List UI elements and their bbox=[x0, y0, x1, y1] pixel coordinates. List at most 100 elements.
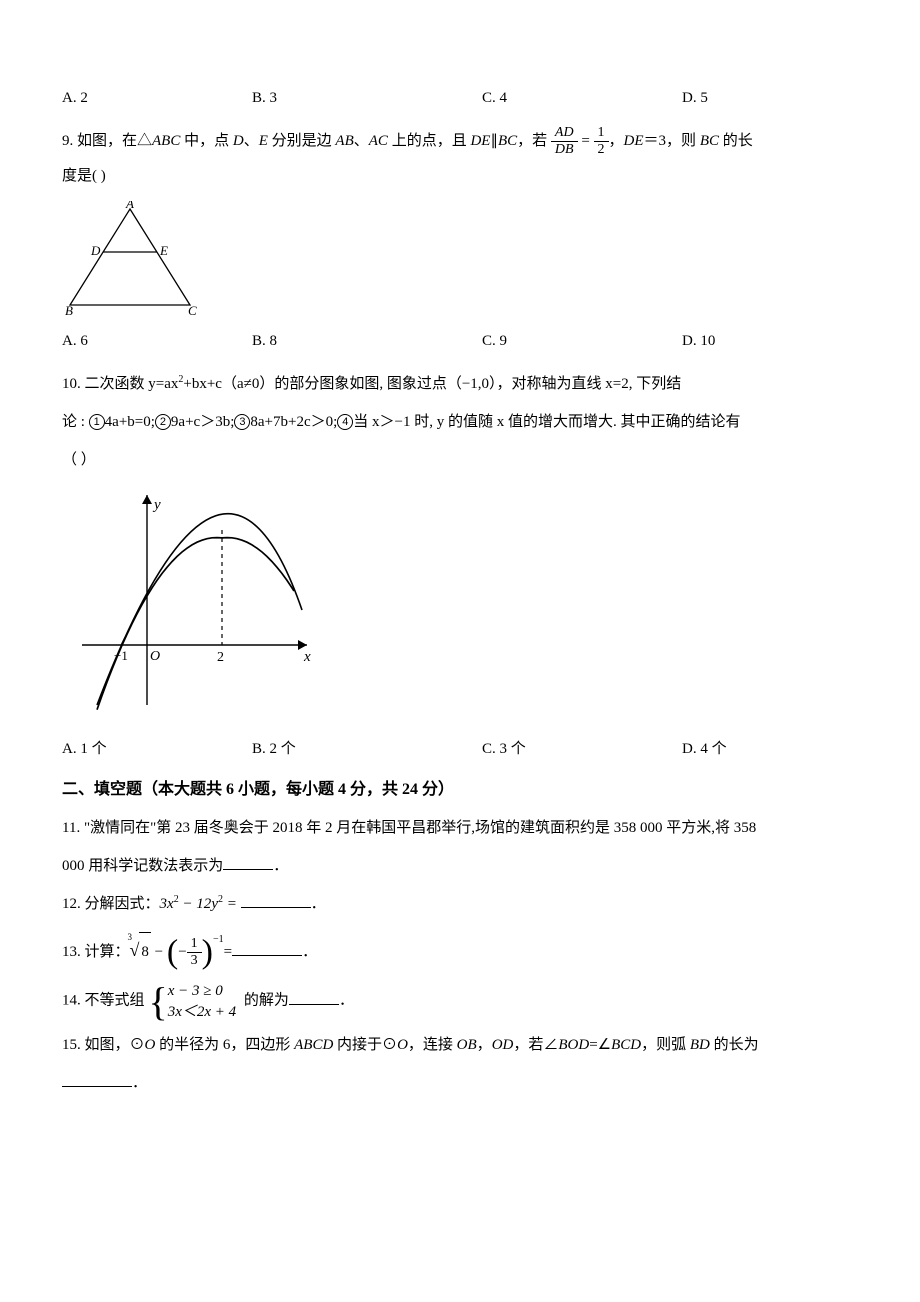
q10-opt-c: C. 3 个 bbox=[482, 737, 682, 761]
q9-ab: AB bbox=[335, 133, 353, 149]
q12: 12. 分解因式：3x2 − 12y2 = ． bbox=[62, 889, 858, 919]
svg-text:A: A bbox=[125, 201, 134, 211]
q10-c1: 1 bbox=[89, 414, 105, 430]
q9-triangle-svg: A B C D E bbox=[62, 201, 202, 321]
q15-O2: O bbox=[397, 1037, 408, 1053]
q9-opt-a: A. 6 bbox=[62, 329, 252, 353]
q9-tail: 的长 bbox=[719, 133, 753, 149]
q10-t1: 4a+b=0; bbox=[105, 414, 155, 430]
q14-post: ． bbox=[339, 993, 354, 1009]
q9-frac1: ADDB bbox=[551, 126, 578, 157]
q9-frac2: 12 bbox=[594, 126, 609, 157]
q9-par: ∥ bbox=[490, 133, 498, 149]
q15-l2: ． bbox=[62, 1068, 858, 1098]
q10-l1-mid: +bx+c（a≠0）的部分图象如图, 图象过点（−1,0），对称轴为直线 x=2… bbox=[183, 376, 681, 392]
q14-brace-glyph: { bbox=[149, 982, 168, 1022]
q13-rparen: ) bbox=[202, 933, 213, 970]
q9-deeq: ＝3，则 bbox=[644, 133, 700, 149]
q9-t3: 上的点，且 bbox=[388, 133, 471, 149]
q12-blank bbox=[241, 891, 311, 908]
q13-neg: − bbox=[178, 944, 186, 960]
q9-d: D bbox=[233, 133, 244, 149]
q10-figure: y x O −1 2 bbox=[62, 485, 858, 715]
q12-expr: 3x2 − 12y2 = bbox=[160, 896, 237, 912]
q14-mid: 的解为 bbox=[240, 993, 289, 1009]
svg-text:O: O bbox=[150, 649, 160, 664]
q8-opt-b: B. 3 bbox=[252, 86, 482, 110]
q9-e: E bbox=[259, 133, 268, 149]
q10-t3: 8a+7b+2c＞0; bbox=[250, 414, 337, 430]
q11-l2-pre: 000 用科学记数法表示为 bbox=[62, 858, 223, 874]
q14: 14. 不等式组{x − 3 ≥ 03x＜2x + 4 的解为． bbox=[62, 981, 858, 1022]
q9-t2: 分别是边 bbox=[268, 133, 336, 149]
q15-a: 的半径为 6，四边形 bbox=[155, 1037, 294, 1053]
q9-opt-b: B. 8 bbox=[252, 329, 482, 353]
q9-bc2: BC bbox=[700, 133, 719, 149]
q15-bod: BOD bbox=[558, 1037, 589, 1053]
q15-g: 的长为 bbox=[710, 1037, 759, 1053]
q13-minus: − bbox=[151, 944, 167, 960]
q10-l2-pre: 论 : bbox=[62, 414, 89, 430]
q9-options: A. 6 B. 8 C. 9 D. 10 bbox=[62, 329, 858, 353]
q9-ac: AC bbox=[369, 133, 388, 149]
q9-t1: 中，点 bbox=[180, 133, 233, 149]
q9-abc: ABC bbox=[152, 133, 180, 149]
q11-l2-post: ． bbox=[273, 858, 288, 874]
q14-blank bbox=[289, 989, 339, 1006]
q9-opt-c: C. 9 bbox=[482, 329, 682, 353]
q9-de2: DE bbox=[624, 133, 644, 149]
q15-l1: 15. 如图，⊙O 的半径为 6，四边形 ABCD 内接于⊙O，连接 OB，OD… bbox=[62, 1030, 858, 1060]
q9-de: DE bbox=[470, 133, 490, 149]
q15-pre: 15. 如图，⊙ bbox=[62, 1037, 145, 1053]
q10-parabola-svg: y x O −1 2 bbox=[62, 485, 322, 715]
q15-bd: BD bbox=[690, 1037, 710, 1053]
q10-t2: 9a+c＞3b; bbox=[171, 414, 234, 430]
q15-od: OD bbox=[492, 1037, 514, 1053]
q9-eq: = bbox=[578, 133, 594, 149]
q10-l1-pre: 10. 二次函数 y=ax bbox=[62, 376, 178, 392]
q8-opt-d: D. 5 bbox=[682, 86, 858, 110]
q9-frac2-num: 1 bbox=[594, 126, 609, 142]
q15-O: O bbox=[145, 1037, 156, 1053]
q9-text: 9. 如图，在△ bbox=[62, 133, 152, 149]
q15-f: ，则弧 bbox=[641, 1037, 690, 1053]
q15-b: 内接于⊙ bbox=[333, 1037, 397, 1053]
q9-comma: ， bbox=[609, 133, 624, 149]
q11-l1: 11. "激情同在"第 23 届冬奥会于 2018 年 2 月在韩国平昌郡举行,… bbox=[62, 813, 858, 843]
q15-eq: =∠ bbox=[589, 1037, 611, 1053]
q15-l2-post: ． bbox=[132, 1075, 147, 1091]
q8-opt-c: C. 4 bbox=[482, 86, 682, 110]
q13-root: 3√8 bbox=[130, 927, 151, 974]
q9-opt-d: D. 10 bbox=[682, 329, 858, 353]
q15-d: ， bbox=[477, 1037, 492, 1053]
q10-opt-b: B. 2 个 bbox=[252, 737, 482, 761]
q10-c2: 2 bbox=[155, 414, 171, 430]
q9-bc: BC bbox=[498, 133, 517, 149]
q13-root-arg: 8 bbox=[139, 932, 151, 972]
q13-root-idx: 3 bbox=[128, 926, 133, 949]
svg-text:C: C bbox=[188, 303, 197, 318]
q13-exp: −1 bbox=[213, 934, 224, 945]
q14-row1: x − 3 ≥ 0 bbox=[168, 983, 223, 999]
q9-stem2: 度是( ) bbox=[62, 161, 858, 191]
q15-bcd: BCD bbox=[611, 1037, 641, 1053]
q13-frac: 13 bbox=[187, 937, 202, 968]
q9-frac2-den: 2 bbox=[594, 142, 609, 157]
q14-brace-content: x − 3 ≥ 03x＜2x + 4 bbox=[168, 981, 236, 1022]
q13-eq: = bbox=[224, 944, 232, 960]
q13: 13. 计算：3√8 − (−13)−1=． bbox=[62, 927, 858, 974]
q10-opt-d: D. 4 个 bbox=[682, 737, 858, 761]
svg-text:y: y bbox=[152, 497, 161, 513]
q14-brace: {x − 3 ≥ 03x＜2x + 4 bbox=[149, 981, 237, 1022]
svg-text:B: B bbox=[65, 303, 73, 318]
q8-opt-a: A. 2 bbox=[62, 86, 252, 110]
q15-e: ，若∠ bbox=[513, 1037, 558, 1053]
q15-c: ，连接 bbox=[408, 1037, 457, 1053]
q15-abcd: ABCD bbox=[294, 1037, 333, 1053]
q13-post: ． bbox=[302, 944, 317, 960]
q9-stem: 9. 如图，在△ABC 中，点 D、E 分别是边 AB、AC 上的点，且 DE∥… bbox=[62, 126, 858, 157]
q15-blank bbox=[62, 1070, 132, 1087]
svg-text:E: E bbox=[159, 243, 168, 258]
q13-blank bbox=[232, 939, 302, 956]
q13-pre: 13. 计算： bbox=[62, 944, 130, 960]
